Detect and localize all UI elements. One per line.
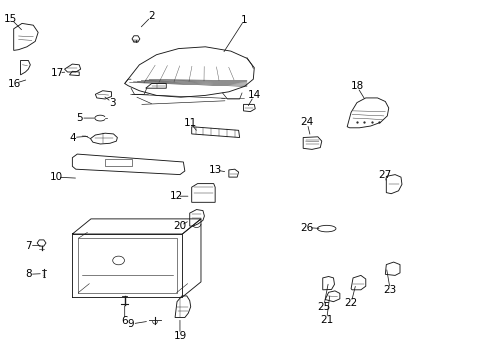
Text: 5: 5 xyxy=(76,113,83,123)
Text: 11: 11 xyxy=(183,118,197,128)
Text: 3: 3 xyxy=(109,98,116,108)
Text: 9: 9 xyxy=(127,319,134,329)
Text: 16: 16 xyxy=(8,78,21,89)
Text: 23: 23 xyxy=(383,285,396,295)
Text: 20: 20 xyxy=(173,221,186,231)
Text: 15: 15 xyxy=(4,14,18,24)
Text: 26: 26 xyxy=(300,222,313,233)
Text: 6: 6 xyxy=(121,316,128,326)
Bar xyxy=(105,159,132,166)
Text: 1: 1 xyxy=(241,15,247,25)
Text: 17: 17 xyxy=(51,68,64,78)
Text: 10: 10 xyxy=(50,172,62,182)
Text: 24: 24 xyxy=(300,117,313,127)
Text: 19: 19 xyxy=(173,330,186,341)
Text: 13: 13 xyxy=(208,165,222,175)
Text: 8: 8 xyxy=(25,269,32,279)
Text: 27: 27 xyxy=(378,170,391,180)
Text: 21: 21 xyxy=(319,315,333,325)
Text: 7: 7 xyxy=(25,240,32,251)
Text: 14: 14 xyxy=(247,90,261,100)
Text: 4: 4 xyxy=(69,132,76,143)
Text: 2: 2 xyxy=(148,11,155,21)
Text: 25: 25 xyxy=(316,302,330,312)
Text: 18: 18 xyxy=(349,81,363,91)
Text: 22: 22 xyxy=(344,298,357,308)
Text: 12: 12 xyxy=(169,191,183,201)
